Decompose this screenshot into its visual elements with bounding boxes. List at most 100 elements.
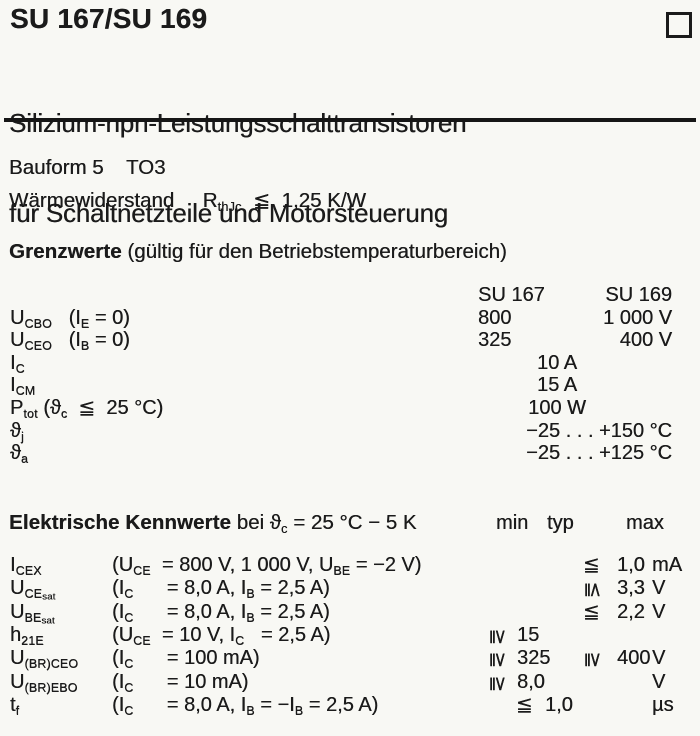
unit: V [652, 670, 666, 693]
subscript: C [15, 361, 25, 376]
max-relation: ≦ [575, 554, 605, 583]
limit-values: −25 . . . +125 °C [472, 442, 672, 470]
parameter-symbol: ICEX [10, 554, 42, 578]
grenzwerte-heading-rest: (gültig für den Betriebstemperaturbereic… [121, 240, 507, 263]
table-row: IC 10 A [10, 351, 672, 376]
parameter-symbol: U(BR)CEO [10, 647, 79, 672]
parameter-symbol: tf [10, 694, 20, 718]
parameter-symbol: UCBO (IE = 0) [10, 306, 130, 331]
table-row: ϑj −25 . . . +150 °C [10, 420, 672, 444]
kennwerte-heading: Elektrische Kennwerte bei ϑc = 25 °C − 5… [9, 511, 417, 536]
subscript: (BR)EBO [24, 680, 78, 695]
value-su169: 1 000 V [603, 306, 672, 329]
min-value: 15 [517, 624, 540, 647]
subscript: C [124, 703, 134, 718]
value-su167: 800 [478, 306, 512, 329]
limit-values: −25 . . . +150 °C [472, 420, 672, 448]
value-common: 10 A [536, 351, 578, 374]
grenzwerte-heading: Grenzwerte (gültig für den Betriebstempe… [9, 240, 507, 264]
parameter-symbol: IC [10, 351, 25, 376]
subscript: CEO [24, 338, 52, 353]
value-common: 100 W [528, 396, 586, 419]
subscript: CE [133, 633, 151, 648]
parameter-symbol: ICM [10, 374, 36, 399]
type-column-headers: SU 167 SU 169 [472, 284, 672, 307]
subscript: j [20, 429, 24, 444]
limit-values: 15 A [472, 374, 672, 402]
subscript: BE [24, 610, 42, 625]
subscript: B [80, 338, 90, 353]
test-conditions: (IC = 8,0 A, IB = 2,5 A) [112, 600, 330, 625]
grenzwerte-rows: UCBO (IE = 0) 800 1 000 V UCEO (IB = 0) 325 4… [10, 306, 672, 466]
limit-values: 325 400 V [472, 329, 672, 357]
subscript: B [246, 610, 255, 625]
max-value: 400 [617, 647, 651, 670]
table-row: Ptot (ϑc ≦ 25 °C) 100 W [10, 397, 672, 421]
subscript: C [124, 610, 134, 625]
value-su167: 325 [478, 329, 512, 352]
relation-symbol: ≧ [487, 628, 510, 646]
parameter-symbol: UCEO (IB = 0) [10, 329, 130, 353]
table-row: ICEX (UCE = 800 V, 1 000 V, UBE = −2 V) ≦ 1… [10, 554, 700, 578]
unit: V [652, 577, 666, 600]
max-value [605, 694, 650, 723]
page-title: SU 167/SU 169 [10, 3, 208, 34]
test-conditions: (IC = 10 mA) [112, 670, 249, 695]
test-conditions: (IC = 100 mA) [112, 647, 260, 672]
relation-symbol: ≦ [583, 600, 600, 623]
relation-symbol: ≦ [516, 694, 533, 717]
parameter-symbol: U(BR)EBO [10, 670, 78, 695]
value-su169: 400 V [619, 329, 672, 352]
subtitle-line-2: für Schaltnetzteile und Motorsteuerung [9, 198, 448, 228]
relation-symbol: ≦ [582, 581, 605, 599]
table-row: U(BR)EBO (IC = 10 mA) ≧ 8,0 V [10, 671, 700, 695]
min-relation: ≧ [480, 671, 510, 700]
table-row: UCEsat (IC = 8,0 A, IB = 2,5 A) ≦ 3,3 V [10, 577, 700, 603]
table-row: UCBO (IE = 0) 800 1 000 V [10, 306, 672, 331]
test-conditions: (UCE = 10 V, IC = 2,5 A) [112, 624, 331, 648]
relation-symbol: ≧ [487, 651, 510, 669]
table-row: h21E (UCE = 10 V, IC = 2,5 A) ≧ 15 [10, 624, 700, 648]
kennwerte-table: ICEX (UCE = 800 V, 1 000 V, UBE = −2 V) ≦ 1… [0, 554, 700, 718]
subtitle: Silizium-npn-Leistungsschalttransistoren… [9, 48, 467, 288]
subscript: CBO [24, 316, 52, 331]
limit-values: 100 W [472, 397, 672, 425]
relation-symbol: ≧ [582, 651, 605, 669]
parameter-symbol: h21E [10, 624, 44, 648]
kennwerte-heading-rest: bei ϑc = 25 °C − 5 K [231, 511, 417, 536]
relation-symbol: ≦ [583, 554, 600, 576]
parameter-symbol: UBEsat [10, 600, 55, 626]
subscript: c [60, 406, 68, 421]
subscript: f [15, 703, 20, 718]
subscript: C [124, 587, 134, 602]
subscript: 21E [21, 633, 44, 648]
subscript: E [80, 316, 90, 331]
table-row: U(BR)CEO (IC = 100 mA) ≧ 325 ≧ 400 V [10, 647, 700, 671]
subscript: B [246, 703, 255, 718]
subscript: CM [15, 384, 36, 399]
subscript: tot [23, 406, 38, 421]
min-value: 8,0 [517, 670, 545, 693]
subscript: c [280, 520, 288, 536]
subscript: thJc [217, 198, 242, 214]
value-common: −25 . . . +125 °C [526, 442, 672, 465]
subscript: sat [42, 591, 56, 603]
subscript: CE [133, 563, 151, 578]
bauform-line: Bauform 5 TO3 [9, 156, 166, 179]
min-value: 1,0 [545, 694, 573, 717]
table-row: UCEO (IB = 0) 325 400 V [10, 329, 672, 353]
min-relation: ≦ [508, 694, 538, 723]
grenzwerte-header-row: SU 167 SU 169 [10, 284, 672, 307]
subscript: C [124, 680, 134, 695]
max-value: 1,0 [617, 554, 645, 576]
max-value: 3,3 [617, 577, 645, 600]
table-row: UBEsat (IC = 8,0 A, IB = 2,5 A) ≦ 2,2 V [10, 600, 700, 626]
test-conditions: (IC = 8,0 A, IB = 2,5 A) [112, 577, 330, 602]
min-value: 325 [517, 647, 551, 670]
table-row: ICM 15 A [10, 374, 672, 398]
unit: µs [652, 694, 674, 717]
unit: V [652, 647, 666, 670]
test-conditions: (IC = 8,0 A, IB = −IB = 2,5 A) [112, 694, 379, 718]
column-header-typ: typ [547, 512, 574, 534]
grenzwerte-heading-bold: Grenzwerte [9, 240, 122, 263]
